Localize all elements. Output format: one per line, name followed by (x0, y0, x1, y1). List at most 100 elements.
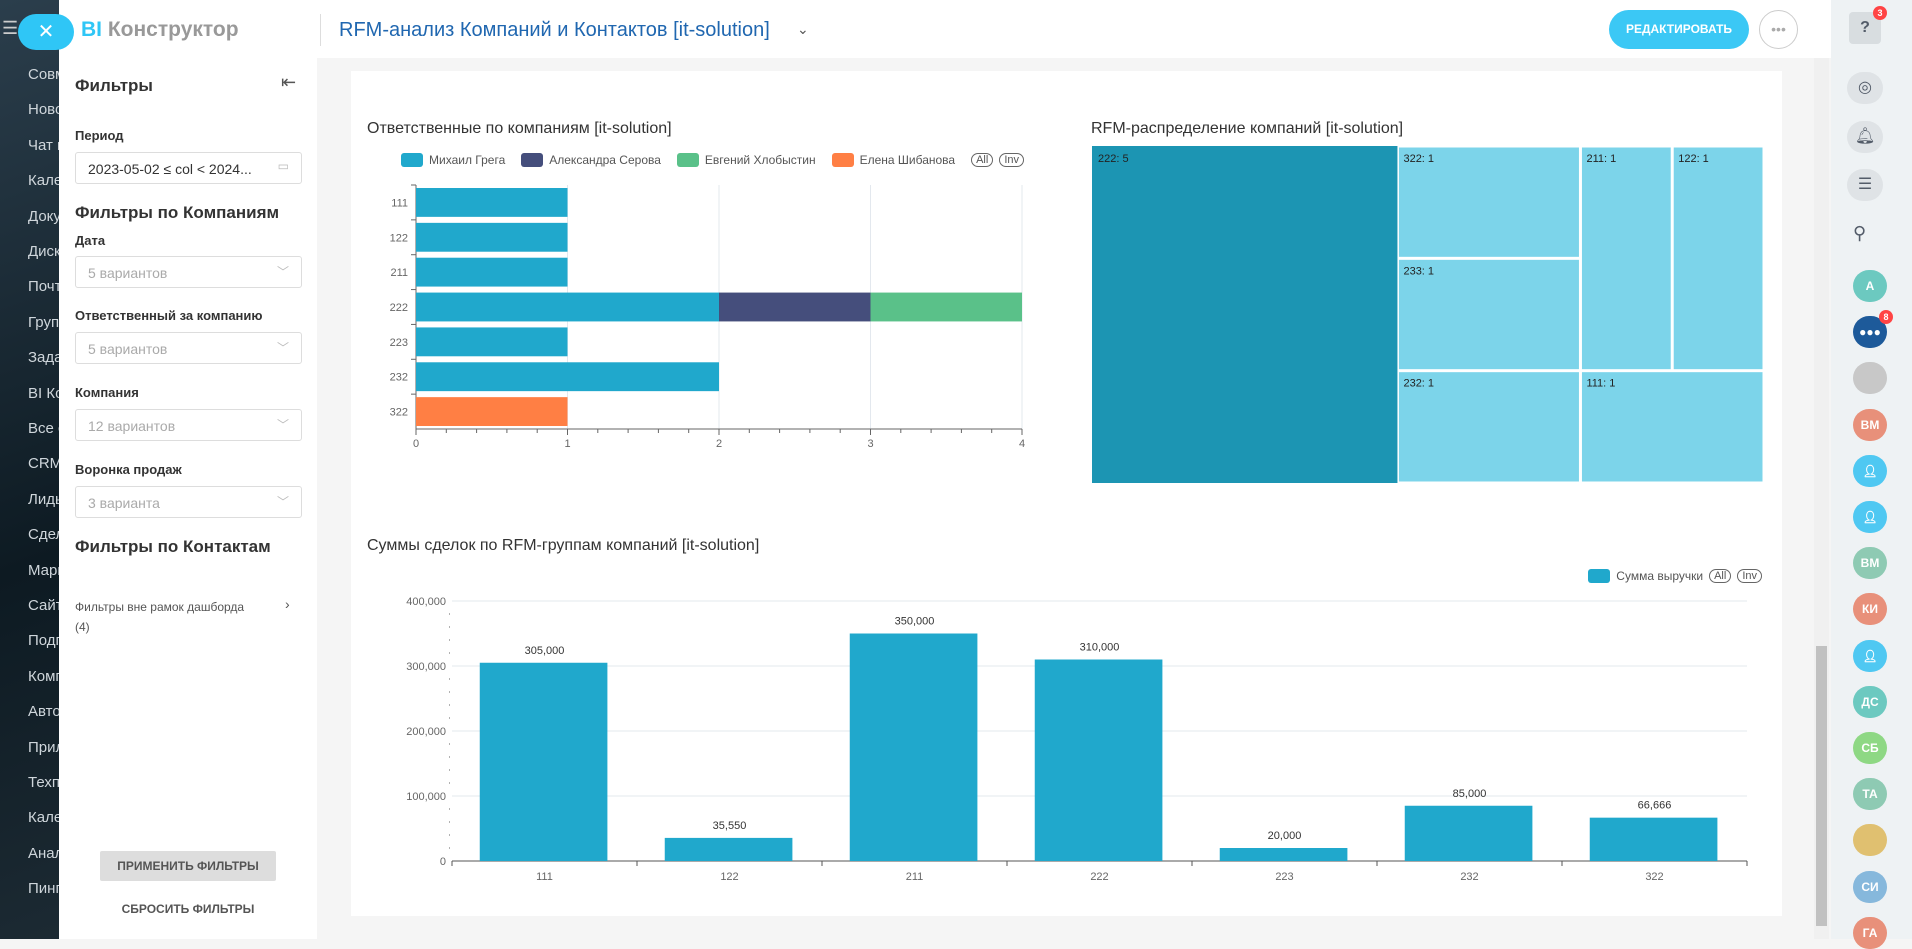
chat-icon[interactable]: ☰ (1847, 169, 1883, 201)
close-slider-button[interactable]: ✕ (18, 14, 74, 50)
main-menu-item[interactable]: Анал (28, 844, 59, 862)
company-label: Компания (75, 385, 139, 400)
search-icon[interactable]: ⚲ (1853, 223, 1867, 243)
main-menu-item[interactable]: Марк (28, 561, 59, 579)
funnel-select[interactable]: 3 варианта ﹀ (75, 486, 302, 518)
main-menu-item[interactable]: Груп (28, 313, 59, 331)
chart2-title: RFM-распределение компаний [it-solution] (1091, 120, 1404, 137)
user-avatar[interactable]: ДС (1853, 685, 1887, 718)
scrollbar[interactable] (1814, 58, 1829, 939)
user-avatar[interactable]: СИ (1853, 870, 1887, 903)
revenue-bar-chart: 0 100,000 200,000 300,000 400,000 305,000 111 3… (406, 596, 1748, 883)
legend-label[interactable]: Сумма выручки (1616, 569, 1704, 583)
reset-filters-button[interactable]: СБРОСИТЬ ФИЛЬТРЫ (121, 902, 255, 916)
collapse-panel-icon[interactable]: ⇤ (281, 72, 297, 92)
user-avatar[interactable]: ВМ (1853, 408, 1887, 441)
main-menu-item[interactable]: Все с (28, 420, 59, 437)
date-select[interactable]: 5 вариантов ﹀ (75, 256, 302, 288)
main-menu-item[interactable]: Лиды (28, 490, 59, 508)
main-menu-item[interactable]: Сдел (28, 526, 59, 544)
y-tick-label: 232 (390, 372, 408, 384)
filters-title: Фильтры (75, 76, 153, 95)
main-menu-item[interactable]: Подп (28, 632, 59, 650)
responsible-select[interactable]: 5 вариантов ﹀ (75, 332, 302, 364)
main-menu-item[interactable]: Зада (28, 349, 59, 367)
main-menu-item[interactable]: Прил (28, 738, 59, 756)
user-avatar[interactable]: А (1853, 270, 1887, 302)
x-tick-label: 111 (536, 871, 553, 883)
outside-filters-link[interactable]: Фильтры вне рамок дашборда (4) (75, 600, 245, 634)
data-label: 85,000 (1453, 788, 1487, 800)
main-menu-item[interactable]: Диск (28, 243, 59, 260)
bar (849, 633, 978, 861)
menu-icon[interactable]: ☰ (2, 18, 19, 38)
responsible-label: Ответственный за компанию (75, 308, 263, 323)
period-label: Период (75, 128, 124, 143)
chevron-right-icon[interactable]: › (285, 596, 290, 612)
data-label: 305,000 (525, 645, 565, 657)
user-avatar[interactable]: СБ (1853, 732, 1887, 764)
main-menu-item[interactable]: Кале (28, 809, 59, 827)
legend-label[interactable]: Елена Шибанова (859, 153, 956, 167)
apply-filters-button[interactable]: ПРИМЕНИТЬ ФИЛЬТРЫ (100, 851, 276, 881)
user-avatar[interactable]: КИ (1853, 593, 1887, 626)
group-chat-avatar[interactable]: ●●● 8 (1853, 310, 1893, 349)
treemap-cell (1092, 146, 1398, 483)
user-clock-avatar[interactable]: 👤︎ (1853, 454, 1887, 487)
user-avatar[interactable]: ТА (1853, 778, 1887, 811)
company-select[interactable]: 12 вариантов ﹀ (75, 409, 302, 441)
bar (1404, 805, 1533, 861)
edit-button[interactable]: РЕДАКТИРОВАТЬ (1609, 10, 1749, 49)
main-menu-item[interactable]: CRM (28, 455, 59, 473)
bar-segment (416, 327, 568, 357)
bar-segment (416, 222, 568, 252)
legend-inv-button[interactable]: Inv (1737, 569, 1762, 583)
user-clock-avatar[interactable]: 👤︎ (1853, 501, 1887, 533)
x-tick-label: 211 (906, 871, 924, 883)
bar (664, 837, 793, 861)
treemap-label: 211: 1 (1586, 153, 1616, 165)
user-avatar[interactable]: ГА (1853, 916, 1887, 949)
treemap-label: 322: 1 (1403, 153, 1434, 165)
legend-inv-button[interactable]: Inv (999, 153, 1025, 167)
companies-filters-heading: Фильтры по Компаниям (75, 203, 280, 222)
more-button[interactable]: ••• (1759, 10, 1798, 49)
main-menu-item[interactable]: Чат и (28, 136, 59, 154)
bar (1589, 817, 1718, 861)
user-clock-avatar[interactable]: 👤︎ (1853, 639, 1887, 672)
legend-label[interactable]: Евгений Хлобыстин (704, 153, 816, 167)
legend-all-button[interactable]: All (1709, 569, 1732, 583)
main-menu-item[interactable]: Пинг (28, 880, 59, 898)
photo-avatar[interactable] (1853, 362, 1887, 395)
help-icon[interactable]: ? 3 (1849, 6, 1887, 44)
bell-icon[interactable]: 🔔︎ (1847, 121, 1883, 153)
x-tick-label: 322 (1645, 871, 1663, 883)
divider (320, 14, 321, 46)
legend-label[interactable]: Александра Серова (549, 153, 661, 167)
main-menu-item[interactable]: BI Ко (28, 384, 59, 402)
main-menu-item[interactable]: Совм (28, 66, 59, 83)
main-menu-item[interactable]: Техп (28, 774, 59, 791)
legend-label[interactable]: Михаил Грега (429, 153, 506, 167)
main-menu-item[interactable]: Ново (28, 101, 59, 119)
legend-all-button[interactable]: All (971, 153, 994, 167)
main-menu-item[interactable]: Комп (28, 667, 59, 685)
main-menu-background: Совм Ново Чат и Кале Доку Диск Почт Груп Зада BI … (0, 0, 59, 939)
chevron-down-icon[interactable]: ⌄ (797, 21, 809, 37)
copilot-icon[interactable]: ◎ (1847, 72, 1883, 104)
main-menu-item[interactable]: Кале (28, 172, 59, 190)
main-menu-item[interactable]: Почт (28, 278, 59, 296)
period-input[interactable]: 2023-05-02 ≤ col < 2024... ▭ (75, 152, 302, 184)
user-avatar[interactable]: ВМ (1853, 547, 1887, 580)
main-menu-item[interactable]: Сайт (28, 597, 59, 614)
x-tick-label: 2 (716, 438, 722, 450)
legend-swatch (1588, 569, 1611, 583)
treemap-cell (1398, 147, 1579, 257)
scrollbar-thumb[interactable] (1816, 646, 1827, 926)
date-label: Дата (75, 233, 106, 248)
main-menu-item[interactable]: Авто (28, 703, 59, 721)
bar (1034, 659, 1163, 861)
group-photo-avatar[interactable] (1853, 824, 1887, 857)
main-menu-item[interactable]: Доку (28, 207, 59, 225)
treemap-label: 233: 1 (1403, 265, 1434, 277)
